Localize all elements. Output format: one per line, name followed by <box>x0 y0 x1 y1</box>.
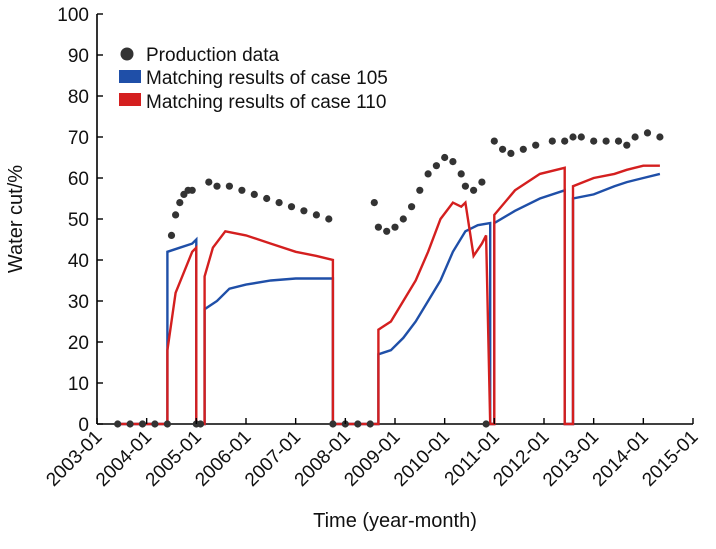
data-point <box>590 137 598 145</box>
data-point <box>188 186 196 194</box>
data-point <box>205 178 213 186</box>
y-tick-label: 50 <box>68 210 89 231</box>
y-tick-label: 20 <box>68 333 89 354</box>
data-point <box>623 141 631 149</box>
series-line-1 <box>117 172 661 426</box>
y-tick-label: 80 <box>68 87 89 108</box>
data-point <box>374 223 382 231</box>
legend-marker-production-data <box>120 47 134 61</box>
data-point <box>329 420 337 428</box>
data-point <box>643 129 652 137</box>
data-point <box>196 420 205 428</box>
x-tick-label: 2015-01 <box>638 427 702 491</box>
data-point <box>250 190 258 198</box>
data-point <box>114 420 122 428</box>
data-point <box>561 137 569 145</box>
y-tick-label: 90 <box>68 46 89 67</box>
legend-label-case-110: Matching results of case 110 <box>146 92 386 113</box>
data-point <box>449 158 457 166</box>
data-point <box>399 215 407 223</box>
data-point <box>441 153 449 162</box>
legend-label-production-data: Production data <box>146 45 280 66</box>
data-point <box>507 149 515 157</box>
data-point <box>482 420 490 428</box>
data-point <box>424 170 432 178</box>
y-tick-label: 100 <box>57 5 89 26</box>
legend-label-case-105: Matching results of case 105 <box>146 68 388 89</box>
data-point <box>499 145 507 153</box>
data-point <box>138 420 147 428</box>
data-point <box>366 420 374 428</box>
data-point <box>478 178 486 186</box>
legend: Production data Matching results of case… <box>119 45 388 113</box>
data-point <box>461 182 469 190</box>
series-layer <box>114 129 664 428</box>
data-point <box>416 186 424 194</box>
data-point <box>238 186 246 194</box>
data-point <box>391 223 399 231</box>
legend-marker-case-105 <box>119 70 141 83</box>
data-point <box>432 162 440 170</box>
y-tick-label: 10 <box>68 374 89 395</box>
data-point <box>490 137 498 145</box>
y-tick-label: 40 <box>68 251 89 272</box>
data-point <box>213 182 221 190</box>
data-point <box>519 145 527 153</box>
y-tick-label: 0 <box>78 415 89 436</box>
data-point <box>532 141 540 149</box>
data-point <box>656 133 664 141</box>
y-axis-title: Water cut/% <box>5 165 27 273</box>
legend-marker-case-110 <box>119 93 141 106</box>
data-point <box>287 203 296 211</box>
data-point <box>312 211 320 219</box>
data-point <box>167 231 176 239</box>
series-line-2 <box>117 164 660 426</box>
data-point <box>325 215 333 223</box>
data-point <box>354 420 362 428</box>
data-point <box>126 420 134 428</box>
data-point <box>151 420 159 428</box>
data-point <box>408 203 416 211</box>
data-point <box>383 227 391 235</box>
y-tick-label: 30 <box>68 292 89 313</box>
data-point <box>176 199 184 207</box>
data-point <box>275 199 283 207</box>
data-point <box>225 182 233 190</box>
data-point <box>300 207 308 215</box>
y-tick-label: 70 <box>68 128 89 149</box>
data-point <box>172 211 180 219</box>
data-point <box>602 137 610 145</box>
data-point <box>470 186 478 194</box>
data-point <box>631 133 639 141</box>
data-point <box>163 420 171 428</box>
x-axis-title: Time (year-month) <box>313 510 477 532</box>
data-point <box>370 199 378 207</box>
x-tick-label: 2010-01 <box>390 427 454 491</box>
data-point <box>569 133 577 141</box>
data-point <box>457 170 465 178</box>
data-point <box>548 137 556 145</box>
data-point <box>577 133 585 141</box>
data-point <box>614 137 623 145</box>
y-tick-label: 60 <box>68 169 89 190</box>
data-point <box>263 194 271 203</box>
